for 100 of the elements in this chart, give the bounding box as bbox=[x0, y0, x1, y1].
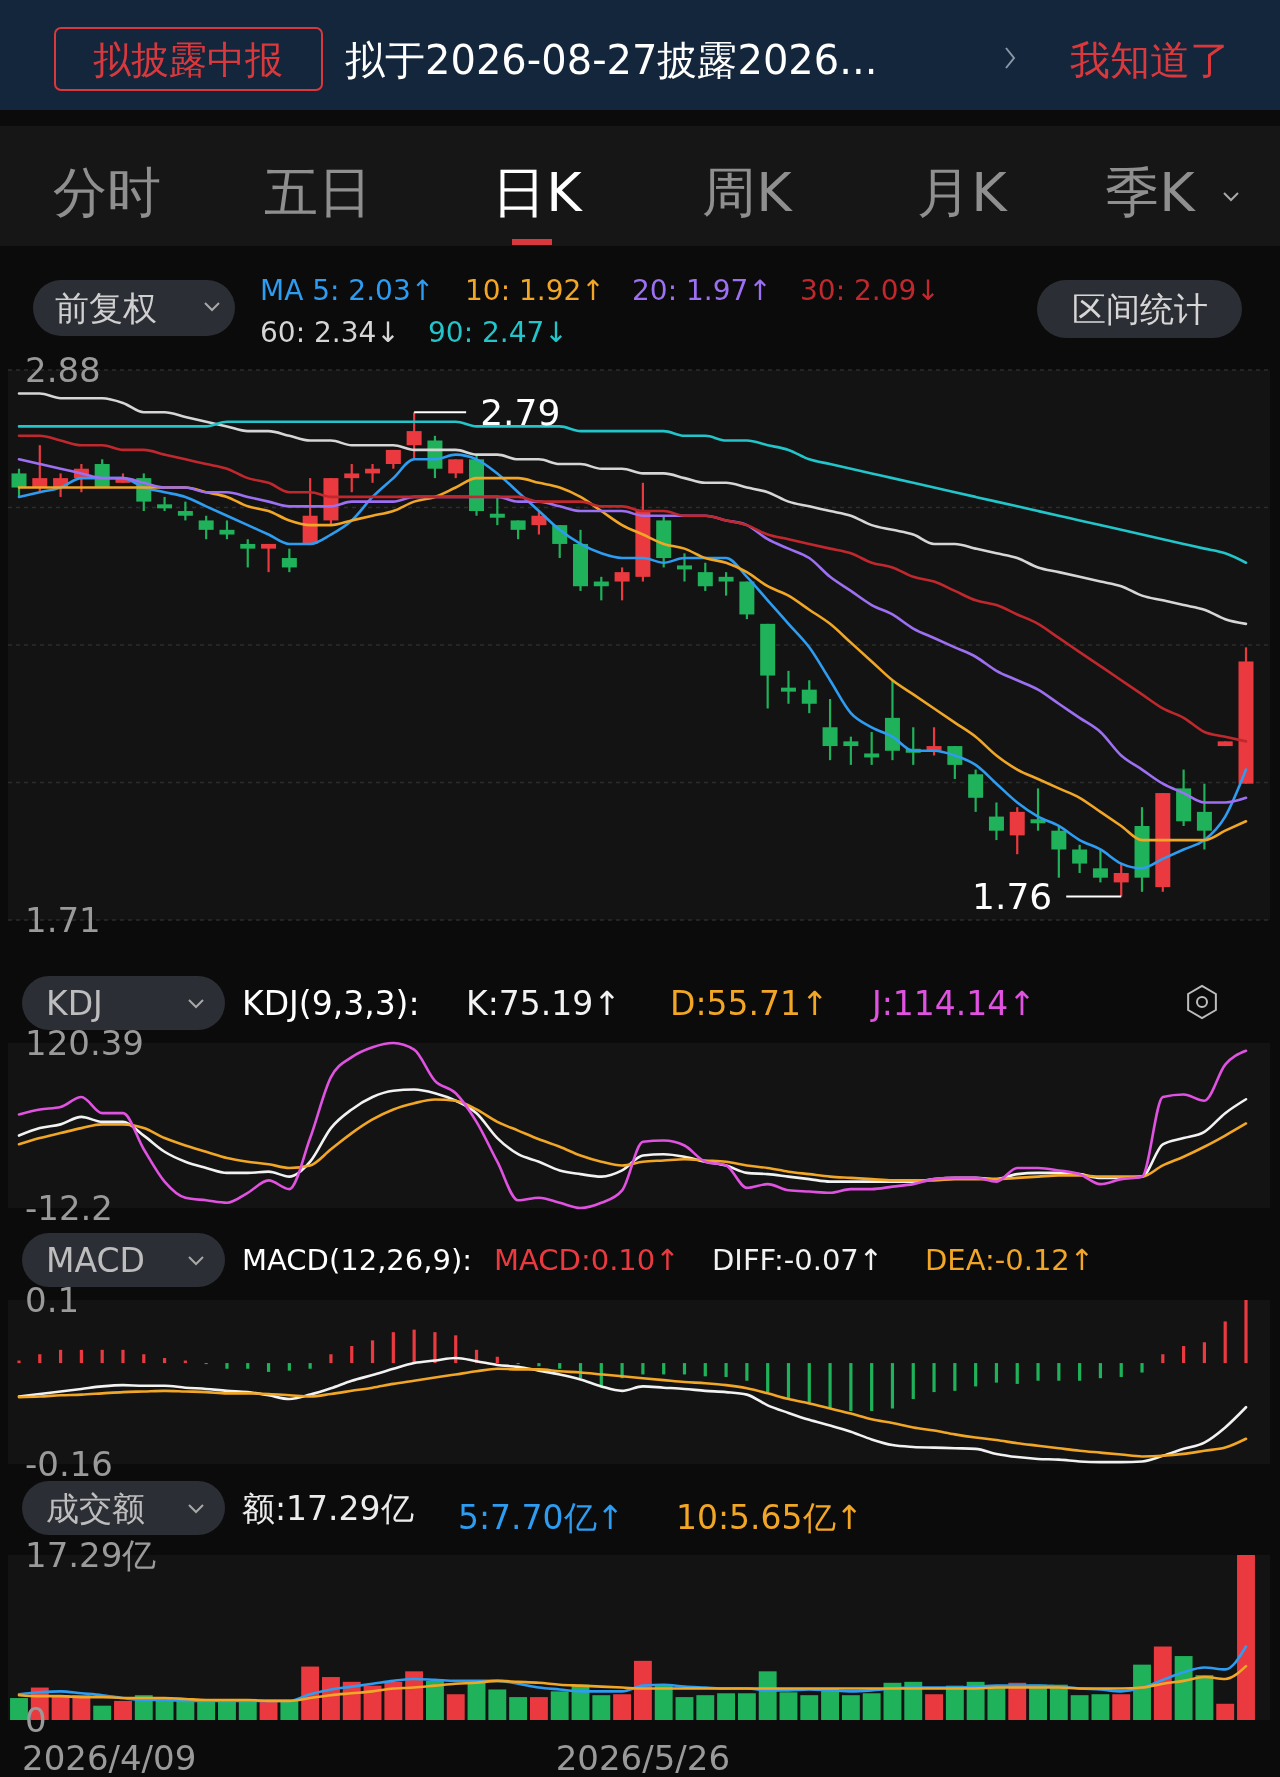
bar bbox=[155, 1700, 174, 1720]
bar bbox=[1070, 1695, 1089, 1720]
candlestick bbox=[1196, 782, 1212, 851]
y-tick-label: -0.16 bbox=[25, 1444, 113, 1484]
y-tick-label: 1.71 bbox=[25, 900, 101, 940]
bar bbox=[301, 1666, 320, 1720]
text: 20: 1.97↑ bbox=[632, 273, 772, 307]
text: 60: 2.34↓ bbox=[260, 315, 400, 349]
y-tick-label: 17.29亿 bbox=[25, 1535, 157, 1575]
text: 额:17.29亿 bbox=[242, 1488, 414, 1528]
x-tick-label: 2026/5/26 bbox=[555, 1738, 731, 1777]
bar bbox=[176, 1700, 195, 1720]
y-tick-label: 120.39 bbox=[25, 1023, 144, 1063]
text: 五日 bbox=[264, 160, 372, 224]
bar bbox=[717, 1693, 736, 1720]
bar bbox=[114, 1700, 132, 1720]
text: 前复权 bbox=[55, 288, 157, 328]
bar bbox=[1112, 1694, 1131, 1720]
bar bbox=[1182, 1346, 1186, 1364]
y-tick-label: 0.1 bbox=[25, 1280, 80, 1320]
bar bbox=[446, 1694, 465, 1720]
bar bbox=[238, 1700, 257, 1720]
candlestick bbox=[489, 495, 505, 527]
bar bbox=[828, 1363, 832, 1409]
bar bbox=[287, 1363, 291, 1371]
candlestick bbox=[843, 735, 859, 766]
bar bbox=[488, 1689, 507, 1720]
candlestick bbox=[864, 730, 880, 766]
bar bbox=[779, 1692, 798, 1721]
candlestick bbox=[157, 495, 173, 513]
bar bbox=[800, 1695, 819, 1720]
annotation: 2.79 bbox=[480, 391, 561, 433]
bar bbox=[1153, 1646, 1172, 1720]
bar bbox=[197, 1700, 216, 1720]
bar bbox=[1244, 1300, 1248, 1364]
text: 周K bbox=[702, 160, 794, 224]
candlestick bbox=[448, 458, 464, 480]
annotation: 1.76 bbox=[972, 876, 1053, 917]
bar bbox=[1174, 1656, 1193, 1720]
bar bbox=[737, 1693, 756, 1720]
bar bbox=[51, 1695, 70, 1720]
candlestick bbox=[988, 801, 1004, 842]
bar bbox=[786, 1363, 791, 1400]
chart-title: MACD(12,26,9): bbox=[242, 1243, 473, 1277]
bar bbox=[925, 1694, 943, 1720]
y-tick-label: 2.88 bbox=[25, 350, 101, 390]
bar bbox=[1237, 1555, 1255, 1720]
candlestick bbox=[718, 571, 734, 597]
bar bbox=[425, 1680, 444, 1720]
bar bbox=[280, 1700, 299, 1720]
bar bbox=[225, 1363, 229, 1369]
text: 成交额 bbox=[46, 1488, 145, 1528]
bar bbox=[745, 1363, 749, 1381]
candlestick bbox=[822, 697, 838, 762]
bar bbox=[849, 1363, 853, 1412]
candlestick bbox=[801, 679, 817, 715]
bar bbox=[259, 1700, 278, 1720]
bar bbox=[412, 1329, 416, 1364]
bar bbox=[558, 1363, 562, 1369]
candlestick bbox=[11, 467, 27, 499]
bar bbox=[93, 1705, 112, 1720]
bar bbox=[246, 1363, 250, 1369]
bar bbox=[308, 1363, 312, 1369]
bar bbox=[266, 1363, 271, 1372]
bar bbox=[79, 1349, 83, 1364]
bar bbox=[696, 1695, 715, 1720]
text: 分时 bbox=[53, 160, 161, 224]
text: 5:7.70亿↑ bbox=[458, 1497, 625, 1537]
candlestick bbox=[968, 768, 984, 813]
bar bbox=[703, 1363, 707, 1377]
bar bbox=[1161, 1354, 1165, 1364]
bar bbox=[218, 1700, 236, 1720]
candlestick bbox=[219, 519, 235, 541]
bar bbox=[433, 1332, 437, 1364]
bar bbox=[890, 1363, 895, 1409]
candlestick bbox=[780, 669, 796, 705]
y-tick-label: -12.2 bbox=[25, 1188, 113, 1228]
bar bbox=[724, 1363, 728, 1377]
bar bbox=[841, 1695, 860, 1720]
bar bbox=[1057, 1363, 1061, 1381]
bar bbox=[121, 1349, 125, 1364]
bar bbox=[994, 1363, 999, 1383]
bar bbox=[1078, 1363, 1082, 1381]
text: MACD:0.10↑ bbox=[494, 1243, 680, 1277]
bar bbox=[17, 1360, 21, 1364]
candlestick bbox=[1113, 862, 1129, 898]
chart-title: KDJ(9,3,3): bbox=[242, 983, 420, 1023]
bar bbox=[384, 1681, 403, 1720]
text: K:75.19↑ bbox=[466, 983, 621, 1023]
candlestick bbox=[177, 500, 193, 522]
bar bbox=[766, 1363, 770, 1393]
bar bbox=[613, 1694, 632, 1720]
bar bbox=[932, 1363, 936, 1393]
text: MA 5: 2.03↑ bbox=[260, 273, 435, 307]
bar bbox=[467, 1681, 486, 1720]
bar bbox=[662, 1363, 666, 1375]
bar bbox=[509, 1697, 528, 1720]
candlestick bbox=[240, 538, 256, 569]
bar bbox=[807, 1363, 811, 1403]
text: 10:5.65亿↑ bbox=[676, 1497, 864, 1537]
